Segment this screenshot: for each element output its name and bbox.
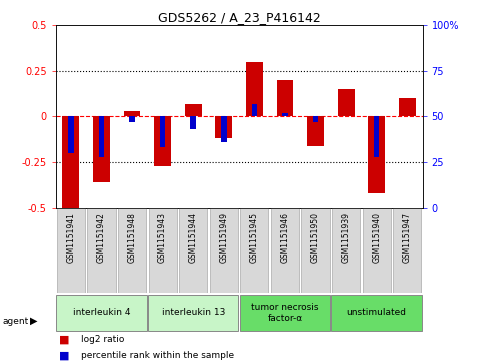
- Bar: [369, 117, 385, 193]
- Text: GSM1151945: GSM1151945: [250, 212, 259, 263]
- Bar: [93, 117, 110, 182]
- Bar: [393, 208, 421, 293]
- Text: ■: ■: [59, 351, 70, 360]
- Text: GSM1151941: GSM1151941: [66, 212, 75, 263]
- Bar: [338, 89, 355, 117]
- Text: GSM1151940: GSM1151940: [372, 212, 381, 263]
- Bar: [252, 104, 257, 117]
- Text: GSM1151944: GSM1151944: [189, 212, 198, 263]
- Text: interleukin 13: interleukin 13: [161, 308, 225, 317]
- Text: ■: ■: [59, 335, 70, 345]
- Bar: [148, 295, 239, 331]
- Title: GDS5262 / A_23_P416142: GDS5262 / A_23_P416142: [158, 11, 320, 24]
- Text: log2 ratio: log2 ratio: [81, 335, 125, 344]
- Bar: [57, 208, 85, 293]
- Bar: [240, 295, 330, 331]
- Bar: [332, 208, 360, 293]
- Text: GSM1151943: GSM1151943: [158, 212, 167, 263]
- Text: percentile rank within the sample: percentile rank within the sample: [81, 351, 234, 360]
- Text: ▶: ▶: [30, 316, 38, 326]
- Text: GSM1151948: GSM1151948: [128, 212, 137, 263]
- Bar: [301, 208, 329, 293]
- Text: GSM1151939: GSM1151939: [341, 212, 351, 263]
- Bar: [190, 117, 196, 129]
- Bar: [99, 117, 104, 156]
- Text: GSM1151947: GSM1151947: [403, 212, 412, 263]
- Text: GSM1151949: GSM1151949: [219, 212, 228, 263]
- Text: GSM1151942: GSM1151942: [97, 212, 106, 263]
- Text: unstimulated: unstimulated: [347, 308, 407, 317]
- Text: interleukin 4: interleukin 4: [72, 308, 130, 317]
- Bar: [210, 208, 238, 293]
- Bar: [271, 208, 299, 293]
- Bar: [179, 208, 207, 293]
- Bar: [62, 117, 79, 208]
- Bar: [331, 295, 422, 331]
- Bar: [246, 62, 263, 117]
- Bar: [68, 117, 73, 153]
- Bar: [56, 295, 147, 331]
- Bar: [215, 117, 232, 138]
- Bar: [118, 208, 146, 293]
- Bar: [307, 117, 324, 146]
- Bar: [154, 117, 171, 166]
- Text: agent: agent: [2, 317, 28, 326]
- Bar: [87, 208, 115, 293]
- Bar: [124, 111, 141, 117]
- Text: GSM1151946: GSM1151946: [281, 212, 289, 263]
- Bar: [363, 208, 391, 293]
- Bar: [221, 117, 227, 142]
- Bar: [129, 117, 135, 122]
- Text: tumor necrosis
factor-α: tumor necrosis factor-α: [251, 303, 319, 323]
- Bar: [374, 117, 380, 156]
- Text: GSM1151950: GSM1151950: [311, 212, 320, 263]
- Bar: [282, 113, 288, 117]
- Bar: [313, 117, 318, 122]
- Bar: [185, 104, 201, 117]
- Bar: [160, 117, 165, 147]
- Bar: [149, 208, 177, 293]
- Bar: [399, 98, 416, 117]
- Bar: [241, 208, 269, 293]
- Bar: [277, 80, 293, 117]
